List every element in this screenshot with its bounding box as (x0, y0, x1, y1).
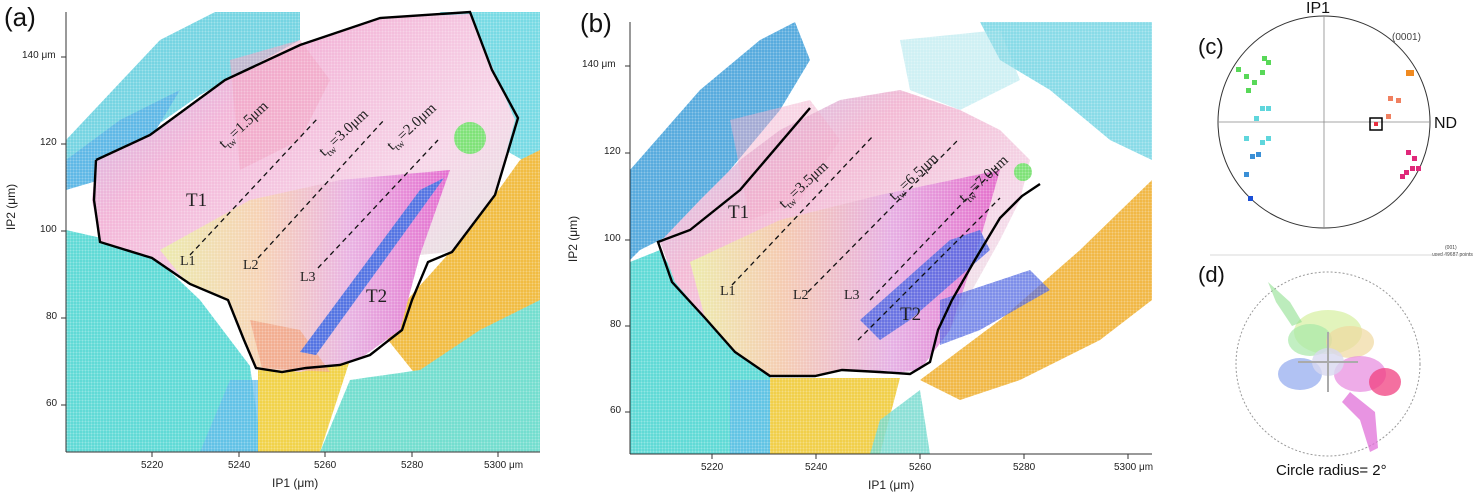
a-y-tick: 120 (40, 137, 57, 148)
b-x-tick: 5300 μm (1114, 462, 1154, 473)
c-pole-label: (0001) (1392, 32, 1421, 43)
b-x-tick: 5220 (701, 462, 724, 473)
b-x-axis-label: IP1 (μm) (868, 478, 915, 492)
inverse-pole-figure (1210, 254, 1460, 457)
panel-c-label: (c) (1198, 34, 1224, 59)
panel-b-orientation-map (625, 22, 1152, 459)
b-y-tick: 60 (610, 405, 622, 416)
b-line-label: L3 (844, 288, 860, 303)
a-y-tick: 140 μm (22, 50, 56, 61)
a-x-tick: 5240 (228, 460, 251, 471)
b-y-axis-label: IP2 (μm) (566, 215, 581, 263)
d-caption: Circle radius= 2° (1276, 462, 1387, 479)
b-y-tick: 140 μm (582, 59, 616, 70)
b-line-label: L1 (720, 284, 736, 299)
a-x-axis-label: IP1 (μm) (272, 476, 319, 490)
a-line-label: L2 (243, 258, 259, 273)
c-nd-label: ND (1434, 115, 1458, 132)
a-twin-label: T2 (366, 286, 388, 307)
panel-b-map: 5220 5240 5260 5280 5300 μm 140 μm 120 1… (566, 0, 1180, 498)
a-x-tick: 5220 (141, 460, 164, 471)
b-x-tick: 5240 (805, 462, 828, 473)
a-y-tick: 100 (40, 224, 57, 235)
panel-a-map: 5220 5240 5260 5280 5300 μm 140 μm 120 1… (0, 0, 560, 498)
b-twin-label: T1 (728, 202, 750, 223)
a-line-label: L1 (180, 254, 196, 269)
panel-b-label: (b) (580, 8, 612, 38)
a-y-axis-label: IP2 (μm) (4, 183, 19, 231)
b-x-tick: 5280 (1013, 462, 1036, 473)
d-header: (001) (1445, 245, 1457, 251)
a-x-tick: 5300 μm (484, 460, 524, 471)
a-twin-label: T1 (186, 190, 208, 211)
panel-d-label: (d) (1198, 262, 1225, 287)
pole-figure (1217, 15, 1431, 229)
b-twin-label: T2 (900, 304, 922, 325)
b-y-tick: 120 (604, 146, 621, 157)
b-line-label: L2 (793, 288, 809, 303)
a-line-label: L3 (300, 270, 316, 285)
a-x-tick: 5260 (314, 460, 337, 471)
c-ip1-label: IP1 (1306, 0, 1331, 17)
b-y-tick: 80 (610, 319, 622, 330)
a-y-tick: 80 (46, 311, 58, 322)
a-y-tick: 60 (46, 398, 58, 409)
b-y-tick: 100 (604, 233, 621, 244)
panel-a-orientation-map (61, 10, 540, 457)
panel-a-label: (a) (4, 2, 36, 32)
b-x-tick: 5260 (909, 462, 932, 473)
a-x-tick: 5280 (401, 460, 424, 471)
